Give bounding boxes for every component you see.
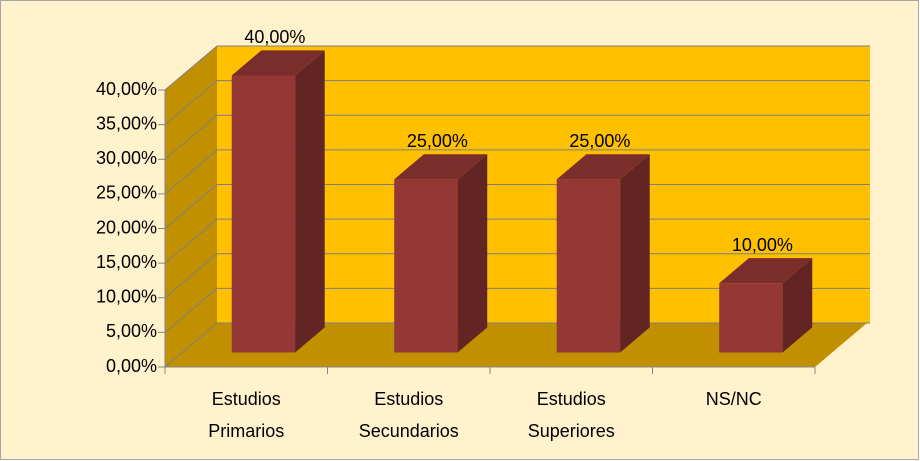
x-tick-label: Estudios Primarios: [208, 389, 284, 441]
bar-front: [231, 75, 296, 353]
grid-line: [164, 287, 870, 333]
grid-line: [164, 80, 870, 126]
bar-side: [620, 154, 650, 353]
y-tick-label: 10,00%: [96, 287, 157, 307]
y-tick-label: 0,00%: [106, 356, 157, 376]
grid-line: [164, 253, 870, 299]
y-tick-label: 20,00%: [96, 217, 157, 237]
bar-side: [457, 154, 488, 353]
floor: [165, 323, 867, 367]
bar-front: [394, 179, 458, 353]
x-tick-label: NS/NC: [706, 389, 762, 409]
y-tick-label: 35,00%: [96, 113, 157, 133]
value-label: 10,00%: [732, 235, 793, 255]
bar-top: [394, 154, 488, 180]
bar-side: [295, 50, 325, 353]
bar-side: [782, 258, 813, 353]
bar: [231, 50, 325, 353]
grid-line: [164, 322, 870, 368]
value-label: 40,00%: [244, 27, 305, 47]
bar-front: [556, 179, 621, 353]
bar-top: [556, 154, 650, 180]
y-tick-label: 15,00%: [96, 252, 157, 272]
bar: [719, 258, 813, 353]
grid-line: [164, 218, 870, 264]
bar-top: [231, 50, 325, 76]
x-tick-label: Estudios Secundarios: [359, 389, 459, 441]
bar-front: [719, 283, 783, 353]
y-tick-label: 40,00%: [96, 79, 157, 99]
bar: [394, 154, 488, 353]
grid-line: [164, 45, 870, 91]
value-label: 25,00%: [569, 131, 630, 151]
grid-line: [164, 149, 870, 195]
grid-line: [164, 114, 870, 160]
y-tick-label: 25,00%: [96, 183, 157, 203]
grid-line: [164, 184, 870, 229]
y-tick-label: 5,00%: [106, 321, 157, 341]
value-label: 25,00%: [407, 131, 468, 151]
bar: [556, 154, 650, 353]
bar-top: [719, 258, 813, 284]
y-tick-label: 30,00%: [96, 148, 157, 168]
x-tick-label: Estudios Superiores: [528, 389, 615, 441]
